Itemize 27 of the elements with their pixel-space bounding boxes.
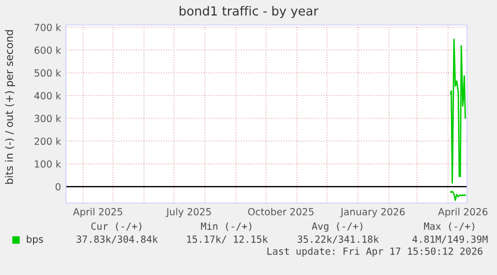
text: Last update: Fri Apr 17 15:50:12 2026 — [267, 247, 482, 257]
x-tick-label: July 2025 — [166, 208, 211, 218]
chart-title: bond1 traffic - by year — [180, 6, 318, 18]
x-tick-label: October 2025 — [248, 208, 314, 216]
text: 35.22k/341.18k — [298, 235, 379, 244]
x-tick-label: April 2025 — [73, 208, 122, 218]
y-tick-label: 300 k — [34, 114, 62, 122]
y-tick-label: 0 — [56, 183, 60, 190]
y-axis-title: bits in (-) / out (+) per second — [4, 30, 16, 184]
y-tick-label: 700 k — [34, 24, 62, 32]
legend-label: bps — [26, 235, 43, 245]
text: Max (-/+) — [424, 222, 474, 231]
text: Cur (-/+) — [91, 222, 142, 231]
line-series — [450, 190, 466, 201]
text: 37.83k/304.84k — [76, 235, 158, 244]
y-tick-label: 200 k — [34, 137, 62, 145]
y-tick-label: 500 k — [34, 69, 62, 77]
x-tick-label: April 2026 — [438, 208, 488, 218]
text: Avg (-/+) — [312, 222, 362, 232]
y-tick-label: 400 k — [34, 92, 62, 100]
text: Min (-/+) — [201, 222, 252, 231]
y-tick-label: 600 k — [34, 46, 62, 54]
line-series — [450, 38, 466, 184]
text: 15.17k/ 12.15k — [187, 235, 268, 244]
x-tick-label: January 2026 — [340, 208, 405, 218]
y-tick-label: 100 k — [34, 160, 62, 168]
text: 4.81M/149.39M — [412, 235, 488, 244]
